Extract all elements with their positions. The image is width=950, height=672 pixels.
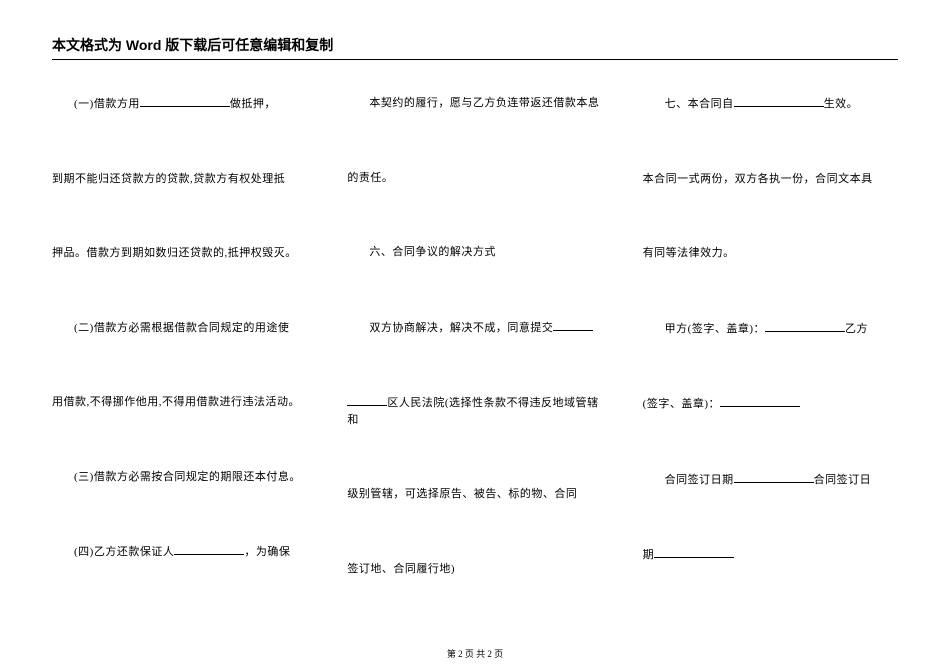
text-fragment: 做抵押， — [230, 98, 276, 110]
para-1-6: (三)借款方必需按合同规定的期限还本付息。 — [52, 469, 307, 486]
text-fragment: 六、合同争议的解决方式 — [369, 246, 496, 258]
blank-field — [654, 546, 734, 558]
column-2: 本契约的履行，愿与乙方负连带返还借款本息 的责任。 六、合同争议的解决方式 双方… — [347, 95, 602, 625]
column-3: 七、本合同自生效。 本合同一式两份，双方各执一份，合同文本具 有同等法律效力。 … — [643, 95, 898, 625]
column-1: (一)借款方用 做抵押， 到期不能归还贷款方的贷款,贷款方有权处理抵 押品。借款方… — [52, 95, 307, 625]
text-fragment: 本合同一式两份，双方各执一份，合同文本具 — [643, 173, 873, 185]
footer-text: 第 2 页 共 2 页 — [447, 649, 503, 659]
para-3-1: 七、本合同自 生效。 — [643, 95, 898, 113]
blank-field — [174, 543, 244, 555]
para-1-2: 到期不能归还贷款方的贷款,贷款方有权处理抵 — [52, 171, 307, 188]
text-fragment: 七、本合同自 — [665, 98, 734, 110]
text-fragment: 签订地、合同履行地) — [347, 563, 455, 575]
para-3-6: 合同签订日期 合同签订日 — [643, 471, 898, 489]
text-fragment: ，为确保 — [244, 546, 290, 558]
text-fragment: (二)借款方必需根据借款合同规定的用途使 — [74, 322, 289, 334]
para-3-5: (签字、盖章)： — [643, 395, 898, 413]
text-fragment: 用借款,不得挪作他用,不得用借款进行违法活动。 — [52, 396, 300, 408]
blank-field — [553, 319, 593, 331]
document-header: 本文格式为 Word 版下载后可任意编辑和复制 — [52, 35, 898, 60]
columns-container: (一)借款方用 做抵押， 到期不能归还贷款方的贷款,贷款方有权处理抵 押品。借款方… — [52, 95, 898, 625]
para-1-7: (四)乙方还款保证人 ，为确保 — [52, 543, 307, 561]
text-fragment: 本契约的履行，愿与乙方负连带返还借款本息 — [369, 97, 599, 109]
blank-field — [734, 471, 814, 483]
para-1-1: (一)借款方用 做抵押， — [52, 95, 307, 113]
blank-field — [734, 95, 824, 107]
para-2-6: 级别管辖，可选择原告、被告、标的物、合同 — [347, 486, 602, 503]
text-fragment: 有同等法律效力。 — [643, 247, 735, 259]
para-3-7: 期 — [643, 546, 898, 564]
para-1-3: 押品。借款方到期如数归还贷款的,抵押权毁灭。 — [52, 245, 307, 262]
text-fragment: 甲方(签字、盖章)： — [665, 323, 765, 335]
para-3-2: 本合同一式两份，双方各执一份，合同文本具 — [643, 171, 898, 188]
para-2-7: 签订地、合同履行地) — [347, 561, 602, 578]
para-1-5: 用借款,不得挪作他用,不得用借款进行违法活动。 — [52, 394, 307, 411]
para-2-2: 的责任。 — [347, 170, 602, 187]
text-fragment: (一)借款方用 — [74, 98, 140, 110]
blank-field — [720, 395, 800, 407]
header-title: 本文格式为 Word 版下载后可任意编辑和复制 — [52, 37, 333, 53]
blank-field — [347, 394, 387, 406]
para-1-4: (二)借款方必需根据借款合同规定的用途使 — [52, 320, 307, 337]
para-2-3: 六、合同争议的解决方式 — [347, 244, 602, 261]
text-fragment: 的责任。 — [347, 172, 393, 184]
text-fragment: 押品。借款方到期如数归还贷款的,抵押权毁灭。 — [52, 247, 297, 259]
text-fragment: 级别管辖，可选择原告、被告、标的物、合同 — [347, 488, 577, 500]
text-fragment: (四)乙方还款保证人 — [74, 546, 174, 558]
blank-field — [765, 320, 845, 332]
text-fragment: (三)借款方必需按合同规定的期限还本付息。 — [74, 471, 301, 483]
text-fragment: 乙方 — [845, 323, 868, 335]
text-fragment: 到期不能归还贷款方的贷款,贷款方有权处理抵 — [52, 173, 285, 185]
para-2-4: 双方协商解决，解决不成，同意提交 — [347, 319, 602, 337]
text-fragment: 双方协商解决，解决不成，同意提交 — [369, 322, 553, 334]
para-2-5: 区人民法院(选择性条款不得违反地域管辖和 — [347, 394, 602, 428]
text-fragment: 合同签订日期 — [665, 474, 734, 486]
text-fragment: 生效。 — [824, 98, 859, 110]
text-fragment: (签字、盖章)： — [643, 398, 720, 410]
text-fragment: 期 — [643, 549, 655, 561]
page-footer: 第 2 页 共 2 页 — [0, 647, 950, 660]
text-fragment: 合同签订日 — [814, 474, 872, 486]
para-2-1: 本契约的履行，愿与乙方负连带返还借款本息 — [347, 95, 602, 112]
para-3-3: 有同等法律效力。 — [643, 245, 898, 262]
para-3-4: 甲方(签字、盖章)： 乙方 — [643, 320, 898, 338]
blank-field — [140, 95, 230, 107]
